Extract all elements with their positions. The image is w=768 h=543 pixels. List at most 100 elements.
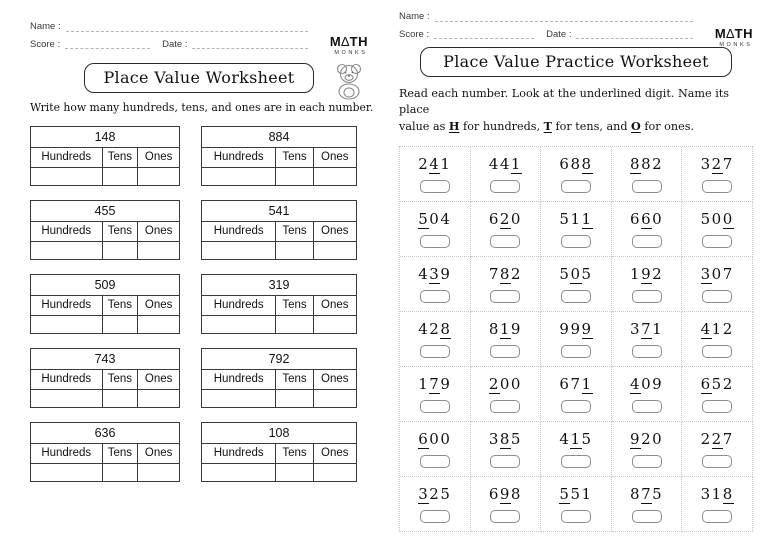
- answer-cell-hundreds[interactable]: [30, 241, 103, 260]
- answer-cell-hundreds[interactable]: [30, 315, 103, 334]
- answer-cell-hundreds[interactable]: [200, 463, 277, 482]
- answer-box[interactable]: [490, 400, 521, 414]
- answer-box[interactable]: [560, 180, 591, 194]
- practice-cell: 241: [400, 146, 471, 202]
- practice-number: 325: [418, 484, 452, 505]
- name-fill-line[interactable]: [65, 23, 308, 32]
- place-value-table: 148 Hundreds Tens Ones: [30, 126, 180, 186]
- column-header-ones: Ones: [312, 369, 358, 390]
- answer-box[interactable]: [702, 400, 733, 414]
- answer-box[interactable]: [490, 290, 521, 304]
- answer-box[interactable]: [560, 235, 591, 249]
- table-number: 636: [30, 422, 180, 444]
- answer-cell-tens[interactable]: [275, 167, 314, 186]
- answer-cell-hundreds[interactable]: [30, 167, 103, 186]
- answer-box[interactable]: [702, 180, 733, 194]
- answer-box[interactable]: [419, 510, 450, 524]
- answer-box[interactable]: [419, 180, 450, 194]
- answer-cell-ones[interactable]: [137, 241, 180, 260]
- answer-cell-ones[interactable]: [137, 389, 180, 408]
- practice-cell: 412: [682, 311, 753, 367]
- answer-cell-ones[interactable]: [312, 167, 358, 186]
- practice-number: 227: [700, 429, 734, 450]
- answer-cell-hundreds[interactable]: [30, 463, 103, 482]
- score-fill-line[interactable]: [434, 30, 535, 39]
- answer-box[interactable]: [631, 345, 662, 359]
- answer-box[interactable]: [560, 290, 591, 304]
- column-header-ones: Ones: [137, 369, 180, 390]
- answer-cell-hundreds[interactable]: [30, 389, 103, 408]
- practice-cell: 371: [611, 311, 683, 367]
- answer-box[interactable]: [702, 510, 733, 524]
- column-header-tens: Tens: [101, 221, 139, 242]
- answer-box[interactable]: [631, 235, 662, 249]
- answer-cell-ones[interactable]: [312, 315, 358, 334]
- answer-cell-tens[interactable]: [275, 389, 314, 408]
- practice-cell: 660: [611, 201, 683, 257]
- answer-cell-ones[interactable]: [137, 463, 180, 482]
- answer-box[interactable]: [702, 455, 733, 469]
- underlined-digit: 2: [499, 209, 511, 230]
- answer-box[interactable]: [490, 235, 521, 249]
- answer-cell-hundreds[interactable]: [200, 315, 277, 334]
- answer-box[interactable]: [490, 455, 521, 469]
- answer-box[interactable]: [419, 235, 450, 249]
- underlined-digit: 1: [570, 429, 582, 450]
- answer-box[interactable]: [631, 290, 662, 304]
- answer-box[interactable]: [631, 400, 662, 414]
- answer-box[interactable]: [490, 180, 521, 194]
- answer-cell-tens[interactable]: [101, 167, 139, 186]
- column-header-hundreds: Hundreds: [30, 295, 103, 316]
- answer-cell-ones[interactable]: [312, 241, 358, 260]
- underlined-digit: 4: [630, 374, 642, 395]
- answer-box[interactable]: [560, 345, 591, 359]
- answer-cell-tens[interactable]: [275, 241, 314, 260]
- practice-number: 318: [700, 484, 734, 505]
- answer-cell-tens[interactable]: [101, 241, 139, 260]
- underlined-digit: 7: [429, 374, 441, 395]
- answer-box[interactable]: [631, 455, 662, 469]
- instr-seg: for ones.: [640, 120, 694, 134]
- answer-box[interactable]: [419, 455, 450, 469]
- date-fill-line[interactable]: [192, 40, 308, 49]
- logo-subtext: MONKS: [719, 42, 753, 48]
- answer-cell-hundreds[interactable]: [200, 167, 277, 186]
- answer-cell-ones[interactable]: [137, 167, 180, 186]
- answer-cell-tens[interactable]: [275, 463, 314, 482]
- answer-cell-hundreds[interactable]: [200, 241, 277, 260]
- answer-cell-ones[interactable]: [312, 389, 358, 408]
- answer-box[interactable]: [702, 235, 733, 249]
- score-label: Score :: [399, 28, 430, 40]
- underlined-digit: 0: [722, 209, 734, 230]
- answer-cell-tens[interactable]: [101, 315, 139, 334]
- score-fill-line[interactable]: [65, 40, 151, 49]
- date-fill-line[interactable]: [576, 30, 693, 39]
- answer-box[interactable]: [560, 510, 591, 524]
- answer-box[interactable]: [490, 345, 521, 359]
- answer-box[interactable]: [631, 510, 662, 524]
- practice-cell: 698: [470, 476, 542, 532]
- column-header-tens: Tens: [101, 369, 139, 390]
- practice-cell: 511: [541, 201, 612, 257]
- answer-cell-ones[interactable]: [312, 463, 358, 482]
- answer-cell-tens[interactable]: [101, 463, 139, 482]
- practice-number: 428: [418, 319, 452, 340]
- answer-box[interactable]: [419, 290, 450, 304]
- answer-box[interactable]: [419, 345, 450, 359]
- answer-box[interactable]: [560, 400, 591, 414]
- answer-cell-tens[interactable]: [101, 389, 139, 408]
- answer-box[interactable]: [702, 290, 733, 304]
- name-label: Name :: [30, 21, 61, 32]
- column-header-ones: Ones: [312, 443, 358, 464]
- name-fill-line[interactable]: [434, 13, 693, 22]
- underlined-digit: 3: [429, 264, 441, 285]
- answer-box[interactable]: [631, 180, 662, 194]
- answer-cell-ones[interactable]: [137, 315, 180, 334]
- answer-cell-hundreds[interactable]: [200, 389, 277, 408]
- answer-box[interactable]: [702, 345, 733, 359]
- answer-box[interactable]: [490, 510, 521, 524]
- answer-box[interactable]: [419, 400, 450, 414]
- practice-cell: 307: [682, 256, 753, 312]
- answer-cell-tens[interactable]: [275, 315, 314, 334]
- answer-box[interactable]: [560, 455, 591, 469]
